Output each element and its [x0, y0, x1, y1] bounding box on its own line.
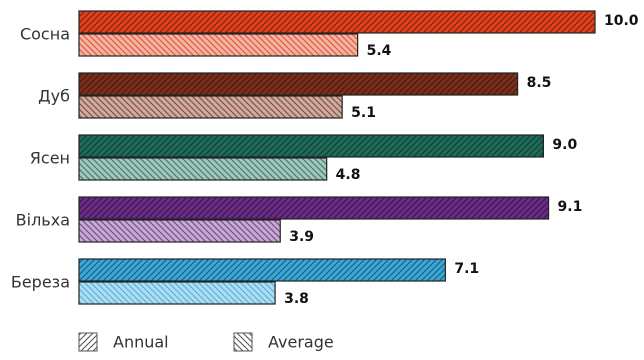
labels-layer: 10.0 5.4 Сосна 8.5 5.1 Дуб 9.0 4.8 Ясен 9.1 3.9 Віл… [11, 13, 639, 307]
legend-swatch-average [233, 332, 253, 352]
value-label-average-0: 5.4 [367, 43, 392, 59]
value-label-annual-0: 10.0 [604, 13, 639, 29]
bar-annual-2 [78, 134, 544, 158]
bar-annual-0 [78, 10, 596, 34]
value-label-average-1: 5.1 [351, 105, 376, 121]
value-label-average-2: 4.8 [336, 167, 361, 183]
value-label-annual-1: 8.5 [527, 75, 552, 91]
bar-annual-3 [78, 196, 550, 220]
category-label-2: Ясен [30, 149, 70, 168]
category-label-3: Вільха [16, 211, 70, 230]
bar-average-3 [78, 219, 281, 243]
bar-average-1 [78, 95, 343, 119]
category-label-1: Дуб [38, 87, 70, 106]
bar-average-2 [78, 157, 328, 181]
legend-swatch-annual [78, 332, 98, 352]
value-label-average-3: 3.9 [289, 229, 314, 245]
value-label-annual-2: 9.0 [552, 137, 577, 153]
value-label-average-4: 3.8 [284, 291, 309, 307]
value-label-annual-4: 7.1 [454, 261, 479, 277]
legend: Annual Average [78, 332, 334, 352]
bar-annual-1 [78, 72, 519, 96]
bar-average-4 [78, 281, 276, 305]
legend-label-annual: Annual [113, 333, 169, 352]
category-label-4: Береза [11, 273, 70, 292]
bar-average-0 [78, 33, 359, 57]
bar-annual-4 [78, 258, 446, 282]
bars-layer [78, 10, 596, 305]
value-label-annual-3: 9.1 [558, 199, 583, 215]
category-label-0: Сосна [20, 25, 70, 44]
legend-label-average: Average [268, 333, 334, 352]
